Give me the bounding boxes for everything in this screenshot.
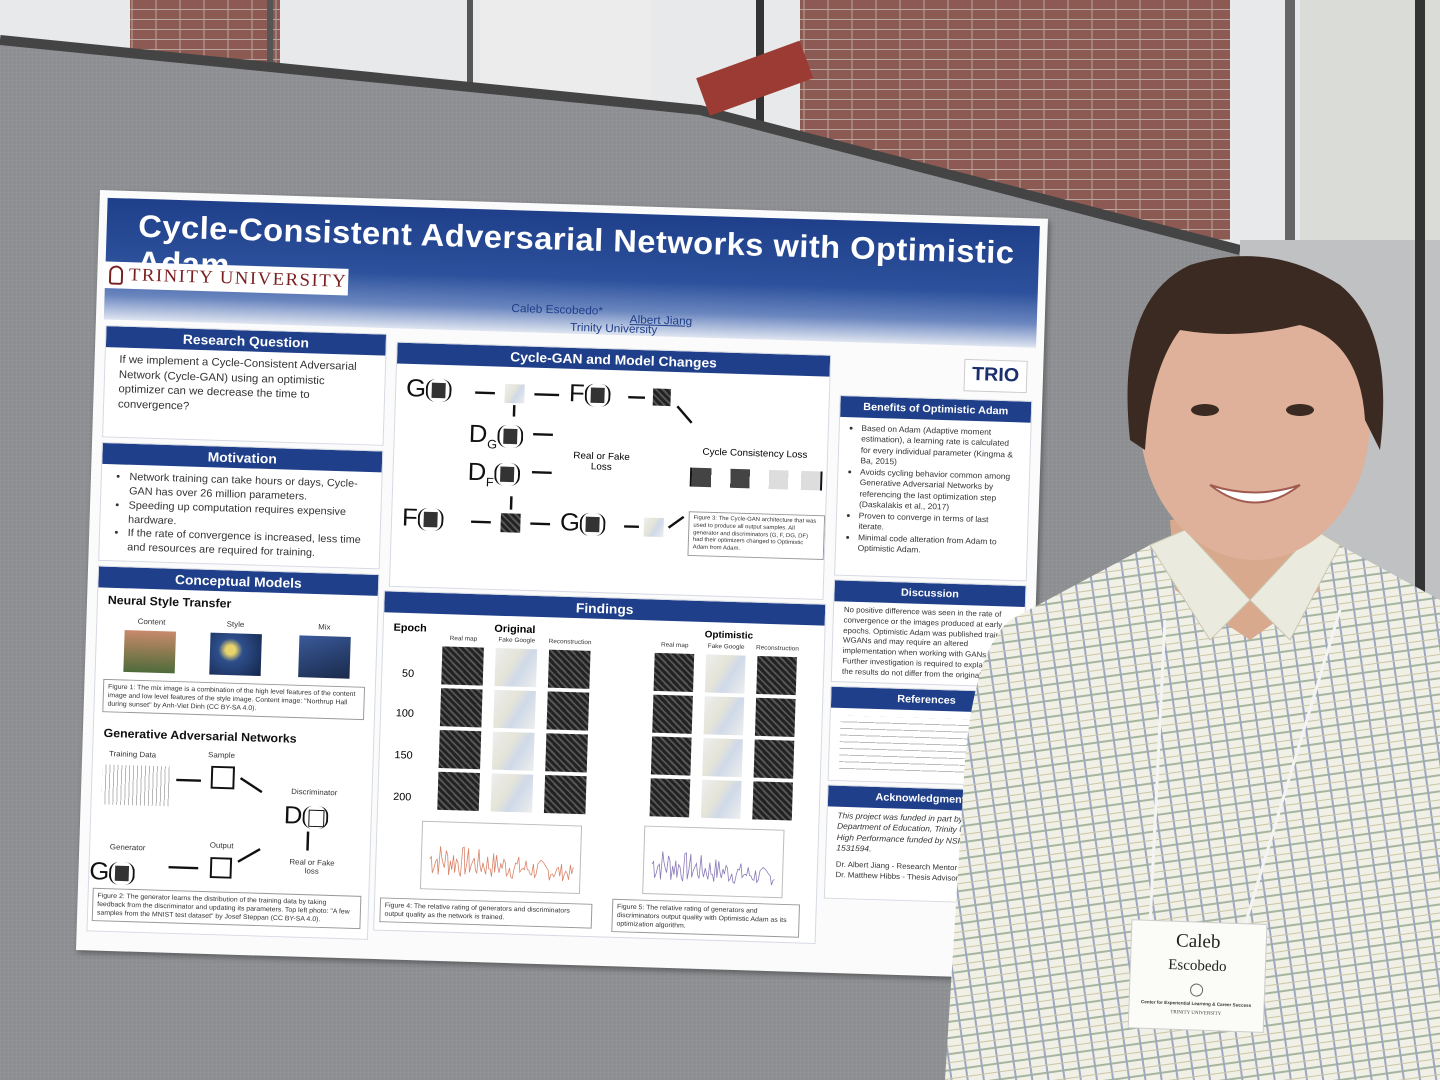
loss-plot (642, 825, 785, 899)
findings: Findings Epoch 50 100 150 200 Original O… (373, 590, 827, 944)
arrows (168, 777, 310, 870)
eye (1191, 404, 1219, 416)
poster: Cycle-Consistent Adversarial Networks wi… (76, 190, 1048, 979)
badge-office: Center for Experiential Learning & Caree… (1141, 999, 1252, 1008)
arrows (471, 391, 693, 529)
shirt (945, 540, 1440, 1080)
name-badge: Caleb Escobedo Center for Experiential L… (1127, 919, 1268, 1033)
loss-plot (419, 820, 583, 894)
eye (1286, 404, 1314, 416)
face (1140, 280, 1370, 560)
smile (1209, 484, 1301, 504)
badge-first-name: Caleb (1176, 930, 1221, 953)
plot-image (651, 851, 775, 886)
badge-last-name: Escobedo (1168, 957, 1227, 975)
plot-image (429, 846, 574, 882)
cycle-gan: Cycle-GAN and Model Changes G F DG DF Re… (388, 341, 832, 600)
lanyard (1148, 609, 1342, 926)
collar (1149, 529, 1341, 641)
conceptual-models: Conceptual Models Neural Style Transfer … (86, 565, 380, 940)
cycle-arrows (471, 391, 693, 529)
badge-card (1127, 919, 1268, 1033)
badge-emblem (1190, 983, 1204, 997)
gan-arrows (168, 777, 310, 870)
board-frame (0, 35, 1242, 255)
badge-university: TRINITY UNIVERSITY (1170, 1010, 1222, 1017)
sign (696, 40, 814, 116)
hair (1127, 256, 1384, 450)
